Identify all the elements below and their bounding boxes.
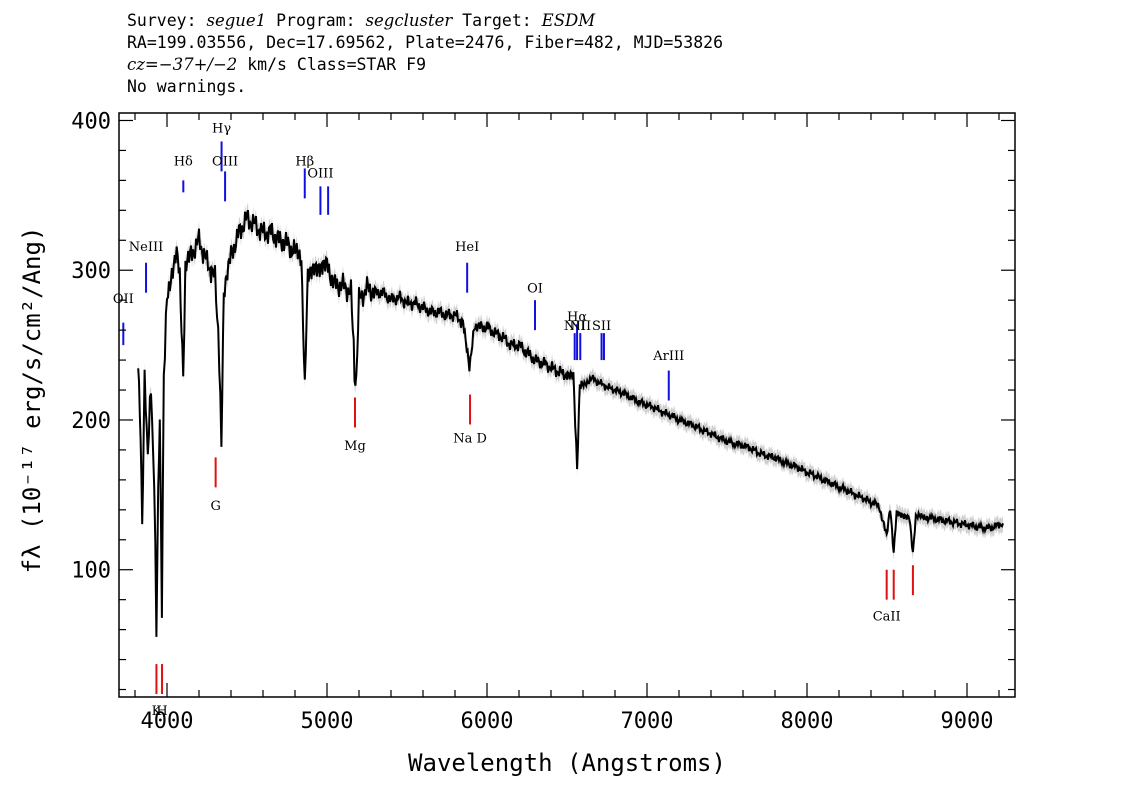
x-tick-label: 7000 [621,709,674,734]
emission-line-label: OIII [212,154,238,169]
y-tick-label: 100 [71,559,111,584]
survey-value: segue1 [206,11,267,30]
plot-frame [118,112,1016,698]
error-band [138,202,1003,645]
y-tick-label: 300 [71,259,111,284]
absorption-line-label: G [210,499,220,514]
absorption-line-label: Mg [344,439,366,454]
header-line-redshift: cz=−37+/−2 km/s Class=STAR F9 [127,54,723,76]
target-label: Target: [462,11,532,30]
spectrum-header: Survey: segue1 Program: segcluster Targe… [127,10,723,98]
emission-line-label: NeIII [129,240,163,255]
spectrum-series [137,209,1004,637]
absorption-line-label: CaII [873,610,901,625]
target-value: ESDM [541,11,596,30]
emission-line-label: NII [564,319,586,334]
emission-line-label: Hα [567,310,587,325]
program-label: Program: [276,11,356,30]
y-axis-title: fλ (10⁻¹⁷ erg/s/cm²/Ang) [18,227,46,574]
x-tick-label: 5000 [301,709,354,734]
emission-line-label: Hγ [212,121,231,136]
spectrum-line [137,209,1004,637]
absorption-line-label: K [152,704,162,719]
emission-line-label: Hβ [295,154,314,169]
emission-line-label: NII [569,319,591,334]
error-band-area [138,202,1003,645]
x-tick-label: 9000 [941,709,994,734]
header-line-coords: RA=199.03556, Dec=17.69562, Plate=2476, … [127,33,724,52]
program-value: segcluster [365,11,453,30]
x-tick-label: 8000 [781,709,834,734]
emission-line-label: ArIII [652,349,684,364]
header-line-warnings: No warnings. [127,77,247,96]
absorption-line-label: H [156,704,167,719]
emission-line-label: OI [527,282,543,297]
y-tick-label: 400 [71,109,111,134]
emission-line-label: OIII [307,166,333,181]
emission-line-label: Hδ [174,154,193,169]
class-value: km/s Class=STAR F9 [237,55,427,74]
header-line-survey: Survey: segue1 Program: segcluster Targe… [127,10,723,32]
x-axis-title: Wavelength (Angstroms) [408,749,726,777]
y-tick-label: 200 [71,409,111,434]
cz-value: cz=−37+/−2 [127,55,238,74]
axis-ticks: 4000 5000 6000 7000 8000 9000 100 200 300 400 [71,109,1015,734]
absorption-line-label: Na D [453,431,487,446]
emission-line-label: SII [592,319,611,334]
survey-label: Survey: [127,11,197,30]
x-tick-label: 4000 [141,709,194,734]
x-tick-label: 6000 [461,709,514,734]
emission-line-label: HeI [455,240,479,255]
